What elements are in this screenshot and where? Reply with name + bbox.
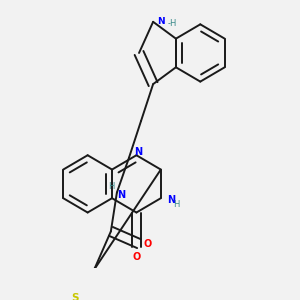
- Text: N: N: [167, 194, 175, 205]
- Text: H: H: [108, 182, 114, 191]
- Text: H: H: [173, 200, 179, 208]
- Text: -H: -H: [168, 19, 177, 28]
- Text: O: O: [132, 252, 140, 262]
- Text: N: N: [134, 147, 142, 157]
- Text: N: N: [157, 17, 165, 26]
- Text: O: O: [143, 239, 151, 249]
- Text: N: N: [117, 190, 126, 200]
- Text: S: S: [71, 292, 78, 300]
